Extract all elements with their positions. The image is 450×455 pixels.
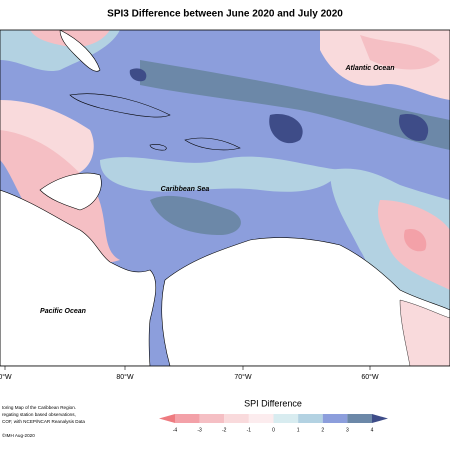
colorbar-segment <box>248 414 274 423</box>
colorbar-arrow <box>372 414 388 423</box>
colorbar-segment <box>199 414 225 423</box>
credit-line: toring Map of the Caribbean Region. <box>2 405 76 410</box>
colorbar-tick-label: 2 <box>321 427 324 433</box>
colorbar-tick-label: -4 <box>173 427 178 433</box>
longitude-label: 70°W <box>234 373 252 381</box>
colorbar-segment <box>322 414 348 423</box>
colorbar-segment <box>298 414 323 423</box>
colorbar-segment <box>224 414 249 423</box>
sea-label: Caribbean Sea <box>161 186 210 193</box>
map <box>0 30 450 366</box>
credit-line: regating station based observations, <box>2 412 76 417</box>
colorbar-tick-label: 1 <box>297 427 300 433</box>
colorbar-tick-label: 3 <box>346 427 349 433</box>
colorbar-segment <box>273 414 299 423</box>
colorbar-tick-label: -3 <box>197 427 202 433</box>
credits: toring Map of the Caribbean Region. regat… <box>2 405 85 438</box>
longitude-label: 60°W <box>361 373 379 381</box>
ocean-label: Pacific Ocean <box>40 308 86 315</box>
map-frame <box>0 29 450 367</box>
colorbar-tick-label: -2 <box>222 427 227 433</box>
longitude-label: 80°W <box>116 373 134 381</box>
colorbar-tick-label: 0 <box>272 427 275 433</box>
legend-title: SPI Difference <box>244 398 302 408</box>
colorbar: -4 -3 -2 -1 0 1 2 3 4 <box>159 414 388 433</box>
longitude-label: 0°W <box>0 373 12 381</box>
longitude-labels: 0°W 80°W 70°W 60°W <box>0 366 379 381</box>
credit-line: COF, with NCEP/NCAR Reanalysis Data <box>2 419 85 424</box>
colorbar-segment <box>175 414 200 423</box>
colorbar-tick-label: 4 <box>371 427 374 433</box>
colorbar-tick-label: -1 <box>247 427 252 433</box>
title: SPI3 Difference between June 2020 and Ju… <box>107 9 343 20</box>
ocean-label: Atlantic Ocean <box>344 65 394 72</box>
colorbar-arrow <box>159 414 175 423</box>
credit-line: ©IMH Aug-2020 <box>2 432 35 438</box>
colorbar-segment <box>347 414 372 423</box>
